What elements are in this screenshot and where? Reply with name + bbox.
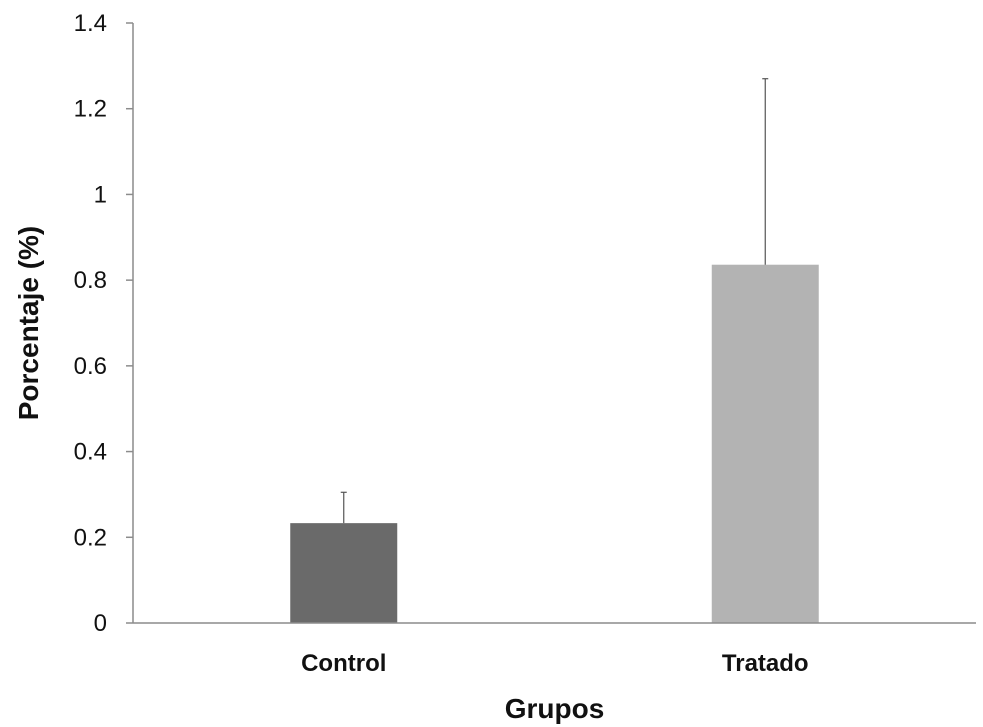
- y-tick-label: 0.2: [74, 524, 107, 551]
- error-bars: [340, 78, 769, 524]
- y-tick-label: 1.2: [74, 96, 107, 123]
- x-axis-category-labels: Control Tratado: [301, 650, 809, 677]
- y-tick-label: 0.6: [74, 353, 107, 380]
- x-axis-title: Grupos: [505, 693, 605, 724]
- y-tick-label: 1: [94, 181, 107, 208]
- bar-tratado: [711, 264, 819, 623]
- y-tick-label: 0: [94, 610, 107, 637]
- y-tick-label: 1.4: [74, 10, 107, 37]
- y-axis-title: Porcentaje (%): [13, 226, 44, 421]
- bars: [290, 264, 819, 623]
- y-axis-ticks: [126, 22, 133, 624]
- x-category-label: Control: [301, 650, 386, 677]
- bar-control: [290, 523, 398, 623]
- y-axis-tick-labels: 0 0.2 0.4 0.6 0.8 1 1.2 1.4: [74, 10, 107, 637]
- y-tick-label: 0.4: [74, 439, 107, 466]
- x-category-label: Tratado: [722, 650, 809, 677]
- y-tick-label: 0.8: [74, 267, 107, 294]
